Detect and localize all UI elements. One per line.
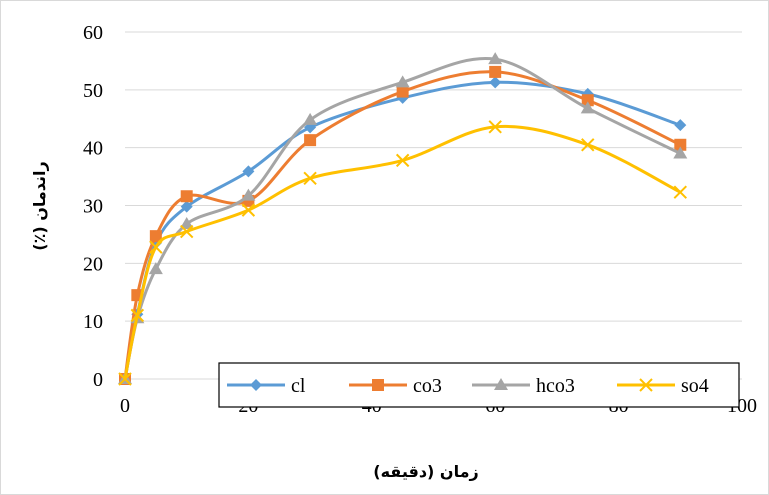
data-point-hco3 xyxy=(179,217,194,230)
data-point-so4 xyxy=(581,138,595,152)
data-point-hco3 xyxy=(395,75,410,88)
x-tick-label: 0 xyxy=(120,395,130,417)
data-point-cl xyxy=(674,119,687,132)
y-tick-label: 20 xyxy=(83,253,103,275)
y-tick-label: 30 xyxy=(83,196,103,218)
data-point-hco3 xyxy=(148,262,163,275)
series-so4 xyxy=(118,120,688,386)
data-point-so4 xyxy=(241,203,256,217)
legend-label: cl xyxy=(291,375,306,397)
data-point-hco3 xyxy=(673,146,688,159)
legend-marker-cl xyxy=(250,379,262,391)
series-line-hco3 xyxy=(123,57,681,380)
data-point-so4 xyxy=(395,153,410,168)
data-point-so4 xyxy=(303,171,317,186)
data-point-so4 xyxy=(118,372,132,386)
data-point-cl xyxy=(180,200,193,213)
y-tick-label: 10 xyxy=(83,311,103,333)
legend-marker-co3 xyxy=(372,379,384,391)
data-point-co3 xyxy=(581,94,594,107)
data-point-so4 xyxy=(130,308,145,323)
data-point-so4 xyxy=(488,120,502,134)
x-axis-title: زمان (دقیقه) xyxy=(373,462,478,481)
data-point-co3 xyxy=(674,138,687,151)
series-group xyxy=(118,52,688,386)
series-cl xyxy=(119,76,687,385)
series-line-cl xyxy=(123,80,681,380)
data-point-hco3 xyxy=(241,188,256,201)
y-tick-label: 40 xyxy=(83,138,103,160)
data-point-co3 xyxy=(489,65,502,78)
legend-item-hco3: hco3 xyxy=(472,375,575,397)
y-tick-label: 50 xyxy=(83,80,103,102)
legend-label: co3 xyxy=(413,375,442,397)
data-point-hco3 xyxy=(580,101,595,114)
y-axis-title: راندمان (٪) xyxy=(30,161,49,250)
data-point-hco3 xyxy=(303,112,318,125)
data-point-co3 xyxy=(149,230,162,243)
legend-marker-hco3 xyxy=(494,378,508,390)
legend-label: hco3 xyxy=(536,375,575,397)
y-tick-label: 0 xyxy=(93,369,103,391)
legend: cl co3 hco3 so4 xyxy=(218,362,740,408)
data-point-co3 xyxy=(180,190,193,203)
gridlines xyxy=(125,31,742,380)
data-point-cl xyxy=(242,165,255,178)
y-tick-label: 60 xyxy=(83,22,103,44)
legend-marker-so4 xyxy=(639,378,653,392)
y-axis-ticks: 0 10 20 30 40 50 60 xyxy=(83,22,103,391)
data-point-so4 xyxy=(149,240,163,254)
legend-item-cl: cl xyxy=(227,375,306,397)
data-point-so4 xyxy=(179,224,194,239)
legend-item-so4: so4 xyxy=(617,375,709,397)
data-point-cl xyxy=(489,76,502,89)
series-line-so4 xyxy=(123,124,681,380)
data-point-co3 xyxy=(304,134,317,147)
legend-label: so4 xyxy=(681,375,709,397)
data-point-co3 xyxy=(396,85,409,98)
data-point-hco3 xyxy=(488,52,503,65)
legend-item-co3: co3 xyxy=(349,375,442,397)
data-point-so4 xyxy=(673,185,688,199)
